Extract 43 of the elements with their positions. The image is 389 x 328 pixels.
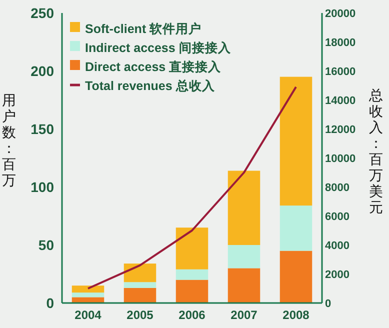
bar — [280, 250, 312, 303]
x-tick-label: 2007 — [230, 308, 258, 322]
bar — [176, 269, 208, 280]
bar — [124, 264, 156, 282]
bar — [72, 292, 104, 298]
y2-tick-label: 0 — [325, 298, 332, 310]
y2-tick-label: 14000 — [325, 95, 356, 107]
y2-axis-title: 总收入：百万美元 — [368, 87, 383, 215]
bar — [280, 206, 312, 251]
x-tick-label: 2005 — [126, 308, 154, 322]
x-tick-label: 2008 — [282, 308, 310, 322]
legend-label: Direct access 直接接入 — [85, 59, 222, 74]
bar — [228, 245, 260, 268]
bar — [124, 288, 156, 303]
bar — [228, 268, 260, 303]
legend-label: Total revenues 总收入 — [85, 78, 216, 93]
y-tick-label: 250 — [30, 5, 54, 21]
y2-tick-label: 12000 — [325, 124, 356, 136]
y2-tick-label: 18000 — [325, 37, 356, 49]
y-tick-label: 200 — [30, 63, 54, 79]
y2-tick-label: 20000 — [325, 8, 356, 20]
bar — [176, 228, 208, 270]
x-tick-label: 2004 — [74, 308, 102, 322]
y2-tick-label: 4000 — [325, 240, 350, 252]
legend-label: Indirect access 间接接入 — [85, 40, 232, 55]
bar — [228, 170, 260, 245]
legend-label: Soft-client 软件用户 — [85, 21, 202, 36]
y2-tick-label: 2000 — [325, 269, 350, 281]
bar — [124, 282, 156, 288]
y-axis-title: 用户数：百万 — [2, 92, 16, 188]
y-tick-label: 50 — [38, 237, 54, 253]
y2-tick-label: 8000 — [325, 182, 350, 194]
y-tick-label: 100 — [30, 179, 54, 195]
bar — [72, 286, 104, 293]
y2-tick-label: 16000 — [325, 66, 356, 78]
y-tick-label: 150 — [30, 121, 54, 137]
bar — [176, 280, 208, 303]
x-tick-label: 2006 — [178, 308, 206, 322]
y-tick-label: 0 — [46, 295, 54, 311]
bar — [72, 297, 104, 303]
y2-tick-label: 10000 — [325, 153, 356, 165]
y2-tick-label: 6000 — [325, 211, 350, 223]
bar — [280, 76, 312, 206]
